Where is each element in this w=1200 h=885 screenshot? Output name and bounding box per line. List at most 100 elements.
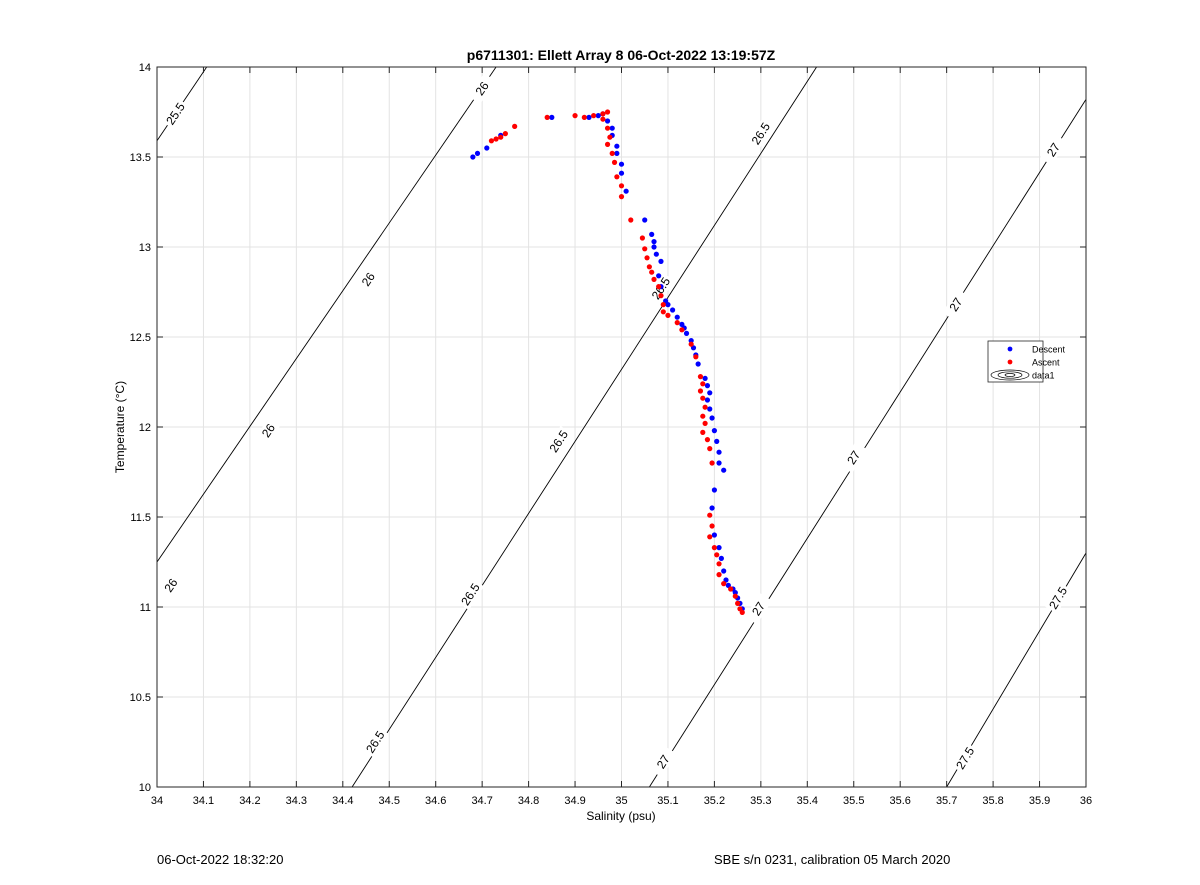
legend-label: data1 — [1032, 371, 1055, 381]
descent-point — [614, 143, 620, 149]
x-tick-label: 36 — [1080, 795, 1092, 807]
ascent-point — [735, 600, 741, 607]
y-tick-label: 14 — [139, 62, 151, 74]
descent-point — [609, 125, 615, 131]
ascent-point — [700, 395, 706, 401]
x-tick-label: 34.9 — [564, 795, 585, 807]
data-points — [470, 109, 745, 616]
x-tick-label: 34.5 — [379, 795, 400, 807]
x-tick-label: 34.2 — [239, 795, 260, 807]
ascent-point — [512, 123, 518, 129]
descent-point — [651, 244, 657, 250]
x-tick-label: 35.8 — [982, 795, 1003, 807]
descent-point — [618, 161, 625, 167]
x-tick-label: 35.3 — [750, 795, 771, 807]
ascent-point — [697, 388, 704, 394]
ascent-point — [651, 276, 657, 282]
ascent-point — [646, 264, 652, 270]
descent-point — [688, 338, 694, 344]
descent-point — [702, 375, 708, 381]
descent-point — [718, 555, 724, 562]
contour-label-bg — [942, 289, 970, 321]
contour-line-26 — [156, 66, 497, 563]
ascent-point — [716, 572, 722, 578]
descent-point — [716, 545, 722, 551]
descent-point — [721, 568, 727, 574]
legend-contour-icon — [990, 369, 1030, 381]
ascent-point — [656, 284, 662, 290]
descent-point — [709, 505, 715, 511]
ascent-point — [697, 374, 704, 380]
contour-label-bg — [161, 98, 190, 130]
y-tick-label: 12.5 — [130, 332, 151, 344]
ascent-point — [721, 581, 727, 587]
contour-label-bg — [952, 742, 979, 774]
ascent-point — [707, 534, 713, 540]
descent-point — [714, 438, 720, 444]
footer-calibration: SBE s/n 0231, calibration 05 March 2020 — [714, 852, 951, 867]
y-tick-label: 11 — [140, 602, 151, 614]
chart-title: p6711301: Ellett Array 8 06-Oct-2022 13:… — [467, 47, 776, 63]
y-axis-ticks: 10 10.5 11 11.5 12 12.5 13 13.5 14 — [130, 62, 1086, 794]
y-tick-label: 10 — [139, 782, 151, 794]
ascent-point — [658, 293, 664, 299]
legend-label: Descent — [1032, 345, 1066, 355]
ascent-point — [679, 327, 685, 333]
legend-contour-icon-core — [1004, 373, 1016, 377]
ascent-point — [642, 246, 648, 252]
x-tick-label: 35.9 — [1029, 795, 1050, 807]
ascent-point — [674, 320, 680, 326]
ascent-point — [607, 134, 613, 140]
descent-point — [595, 113, 601, 119]
footer-timestamp: 06-Oct-2022 18:32:20 — [157, 852, 284, 867]
contour-label-bg — [649, 746, 677, 778]
x-tick-label: 35.7 — [936, 795, 957, 807]
descent-point — [704, 397, 711, 403]
ascent-point — [660, 302, 666, 308]
ascent-point — [600, 111, 606, 117]
ascent-point — [700, 381, 706, 387]
x-tick-label: 35.5 — [843, 795, 864, 807]
descent-point — [709, 415, 715, 421]
ascent-point — [709, 523, 715, 529]
x-tick-label: 34.4 — [332, 795, 353, 807]
descent-point — [623, 188, 629, 194]
ascent-point — [732, 593, 738, 599]
descent-point — [474, 150, 481, 156]
ascent-point — [700, 413, 706, 419]
descent-point — [642, 217, 648, 223]
x-axis-ticks: 34 34.1 34.2 34.3 34.4 34.5 34.6 34.7 34.8 34.9 35… — [151, 67, 1092, 807]
descent-point — [484, 145, 490, 151]
legend-marker-ascent — [1007, 359, 1013, 365]
contour-line-27 — [648, 99, 1087, 788]
contour-label-bg — [354, 263, 383, 295]
x-tick-label: 35.6 — [889, 795, 910, 807]
ascent-point — [502, 131, 508, 137]
x-tick-label: 34.3 — [286, 795, 307, 807]
x-tick-label: 34.7 — [471, 795, 492, 807]
contour-label-bg — [1040, 134, 1067, 166]
descent-point — [711, 532, 718, 538]
descent-point — [651, 239, 657, 245]
x-tick-label: 35.1 — [657, 795, 678, 807]
descent-point — [716, 449, 722, 455]
descent-point — [586, 114, 592, 120]
ascent-point — [728, 586, 734, 592]
x-tick-label: 35.4 — [797, 795, 818, 807]
x-tick-label: 34.8 — [518, 795, 539, 807]
legend-label: Ascent — [1032, 358, 1060, 368]
ascent-point — [660, 309, 666, 315]
ascent-point — [704, 437, 711, 443]
descent-point — [711, 428, 718, 434]
ascent-point — [709, 460, 715, 466]
ascent-point — [700, 429, 706, 435]
y-tick-label: 13 — [139, 242, 151, 254]
ascent-point — [600, 116, 606, 122]
ascent-point — [639, 235, 646, 241]
descent-point — [658, 258, 664, 264]
ascent-point — [604, 125, 611, 131]
x-tick-label: 34.1 — [193, 795, 214, 807]
ascent-point — [609, 150, 615, 156]
ascent-point — [649, 269, 655, 275]
